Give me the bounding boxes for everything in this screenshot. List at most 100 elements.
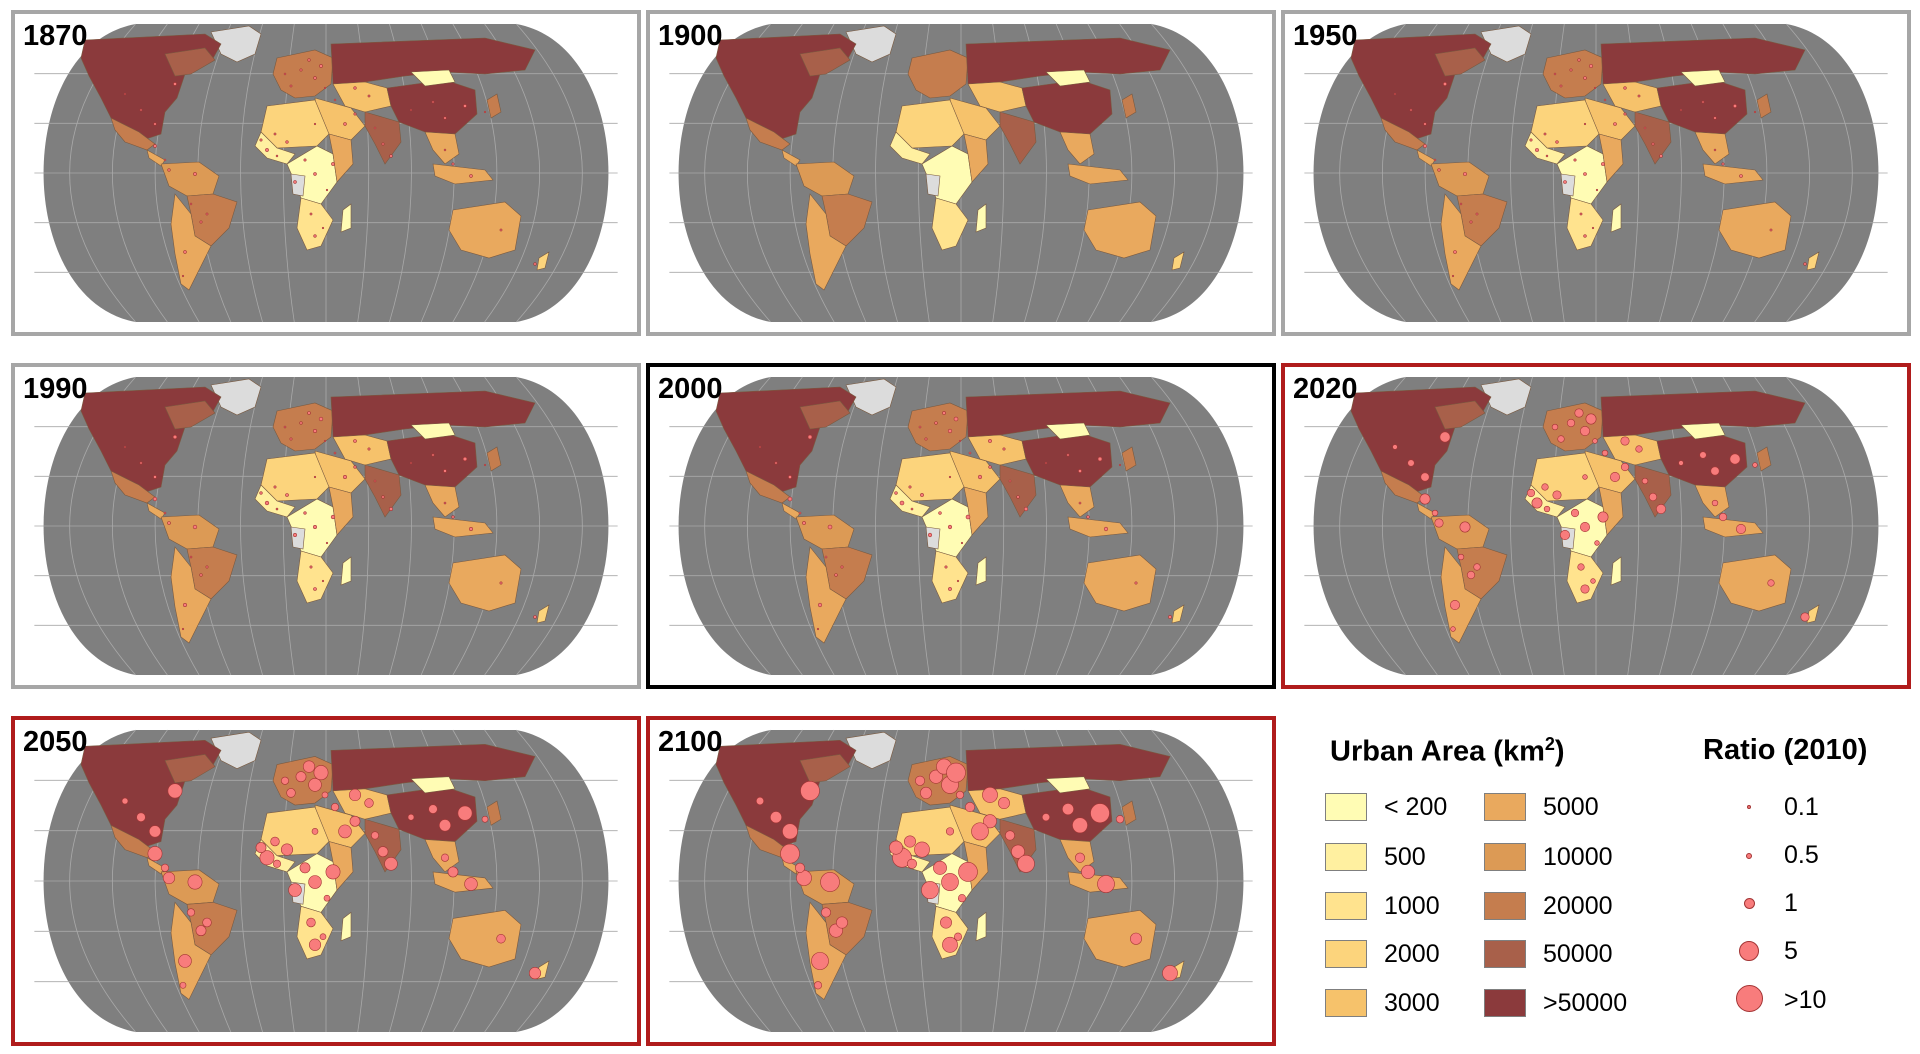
ratio-circle — [910, 507, 914, 511]
ratio-circle — [1552, 490, 1562, 500]
country-east-africa — [328, 486, 354, 536]
country-australia — [1718, 201, 1792, 259]
ratio-circle — [813, 981, 823, 990]
ratio-circle — [309, 212, 313, 216]
panel-year-label: 1950 — [1293, 20, 1358, 52]
country-europe — [1542, 49, 1604, 99]
map-panel-1870: 1870 — [11, 10, 641, 336]
world-map-1870 — [34, 23, 618, 323]
ratio-circle — [447, 866, 459, 878]
world-map-1990 — [34, 376, 618, 676]
ratio-circle — [289, 84, 293, 88]
ratio-circle — [1097, 875, 1115, 893]
ratio-circle — [1635, 445, 1643, 453]
urban-label-5000: 5000 — [1543, 793, 1599, 821]
ratio-circle — [483, 463, 487, 467]
ratio-circle — [1431, 509, 1439, 517]
ratio-circle — [499, 228, 503, 232]
ratio-circle — [323, 439, 327, 443]
ratio-circle — [286, 788, 296, 798]
ratio-circle — [1017, 854, 1035, 873]
urban-label-10000: 10000 — [1543, 843, 1613, 871]
country-japan — [1756, 93, 1772, 119]
ratio-circle — [299, 421, 303, 425]
world-map-2100 — [669, 729, 1253, 1033]
ratio-circle — [945, 827, 955, 836]
ratio-circle — [193, 172, 197, 176]
country-australia — [448, 554, 522, 612]
ratio-circle — [820, 872, 840, 892]
ratio-circle — [1097, 456, 1103, 462]
ratio-circle — [299, 68, 303, 72]
ratio-circle — [1086, 515, 1090, 519]
ratio-circle — [941, 873, 959, 891]
ratio-circle — [1078, 469, 1082, 473]
country-canada-east — [164, 47, 216, 77]
country-madagascar — [1610, 556, 1622, 586]
ratio-circle — [313, 475, 317, 479]
country-east-africa — [963, 486, 989, 536]
ratio-circle — [123, 445, 127, 449]
ratio-circle — [1573, 158, 1577, 162]
ratio-circle — [199, 573, 203, 577]
map-panel-2050: 2050 — [11, 716, 641, 1046]
ratio-circle — [968, 451, 972, 455]
ratio-circle — [958, 439, 962, 443]
ratio-circle — [958, 861, 978, 882]
ratio-circle — [153, 144, 157, 148]
ratio-circle — [1701, 100, 1705, 104]
ratio-circle — [183, 603, 187, 607]
map-panel-1900: 1900 — [646, 10, 1276, 336]
country-central-america — [146, 149, 166, 167]
ratio-circle — [1103, 526, 1109, 532]
ratio-circle — [121, 797, 129, 805]
ratio-circle — [189, 202, 193, 206]
ratio-circle — [1459, 521, 1471, 533]
ratio-circle — [1011, 844, 1025, 859]
panel-year-label: 2020 — [1293, 373, 1358, 405]
ratio-circle — [313, 122, 317, 126]
ratio-circle — [940, 916, 952, 929]
ratio-circle — [800, 780, 820, 801]
country-south-america-south — [170, 193, 212, 291]
ratio-circle — [947, 428, 953, 434]
ratio-circle — [1583, 122, 1587, 126]
ratio-circle — [123, 92, 127, 96]
country-central-america — [781, 149, 801, 167]
ratio-circle — [202, 917, 212, 928]
country-south-america-south — [170, 546, 212, 644]
ratio-circle — [1553, 72, 1557, 76]
urban-swatch-1000 — [1325, 892, 1367, 920]
country-canada-east — [1434, 400, 1486, 430]
ratio-circle — [462, 456, 468, 462]
country-canada-east — [164, 754, 216, 784]
ratio-circles — [1393, 58, 1807, 278]
ratio-circle — [1463, 172, 1467, 176]
world-map-1950 — [1304, 23, 1888, 323]
ratio-circle — [977, 474, 983, 480]
ratio-circle — [469, 527, 473, 531]
ratio-circle — [960, 541, 964, 545]
ratio-circle — [533, 262, 537, 266]
ratio-circle — [265, 148, 269, 152]
ratio-circle — [349, 815, 361, 827]
country-southern-africa — [1566, 197, 1604, 251]
ratio-circle — [321, 579, 325, 583]
ratio-circle — [192, 524, 198, 530]
ratio-circle — [205, 565, 209, 569]
ratio-circle — [934, 421, 938, 425]
urban-swatch-5000 — [1484, 793, 1526, 821]
ratio-circle — [313, 765, 329, 781]
ratio-circle — [183, 250, 187, 254]
ratio-circle — [918, 425, 922, 429]
ratio-circle — [907, 858, 917, 869]
country-australia — [448, 910, 522, 968]
country-new-zealand — [1171, 251, 1185, 271]
country-greenland — [1480, 25, 1532, 63]
ratio-circle — [307, 58, 311, 62]
ratio-circle — [1579, 212, 1583, 216]
country-australia — [1083, 910, 1157, 968]
country-new-zealand — [536, 251, 550, 271]
country-mongolia — [1680, 422, 1726, 440]
ratio-circle — [205, 212, 209, 216]
